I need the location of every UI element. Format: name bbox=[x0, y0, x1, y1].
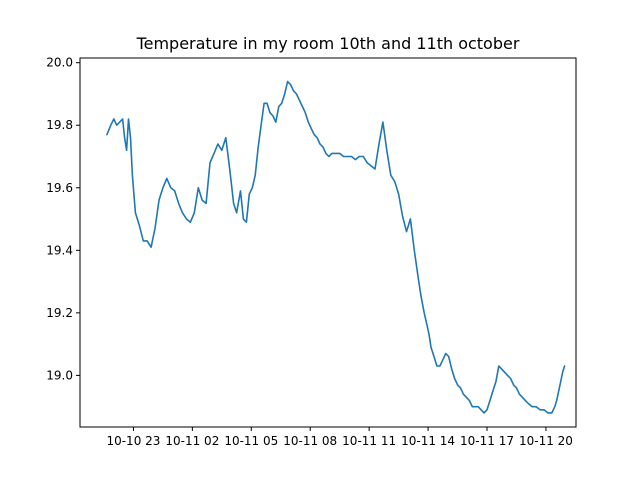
y-tick-label: 19.4 bbox=[46, 243, 73, 257]
y-tick-label: 19.2 bbox=[46, 306, 73, 320]
x-tick-label: 10-11 20 bbox=[519, 434, 573, 448]
axes-frame bbox=[79, 57, 577, 428]
temperature-series-line bbox=[106, 80, 566, 414]
chart-title: Temperature in my room 10th and 11th oct… bbox=[136, 34, 520, 53]
y-axis: 19.0 19.2 19.4 19.6 19.8 20.0 bbox=[46, 56, 80, 382]
y-tick-label: 19.6 bbox=[46, 181, 73, 195]
x-axis: 10-10 23 10-11 02 10-11 05 10-11 08 10-11 11… bbox=[106, 427, 573, 448]
x-tick-label: 10-10 23 bbox=[106, 434, 160, 448]
x-tick-label: 10-11 14 bbox=[401, 434, 455, 448]
x-tick-label: 10-11 02 bbox=[165, 434, 219, 448]
x-tick-label: 10-11 08 bbox=[283, 434, 337, 448]
y-tick-label: 19.0 bbox=[46, 368, 73, 382]
x-tick-label: 10-11 17 bbox=[460, 434, 514, 448]
y-tick-label: 20.0 bbox=[46, 56, 73, 70]
plot-area bbox=[106, 80, 566, 414]
x-tick-label: 10-11 05 bbox=[224, 434, 278, 448]
x-tick-label: 10-11 11 bbox=[342, 434, 396, 448]
y-tick-label: 19.8 bbox=[46, 118, 73, 132]
